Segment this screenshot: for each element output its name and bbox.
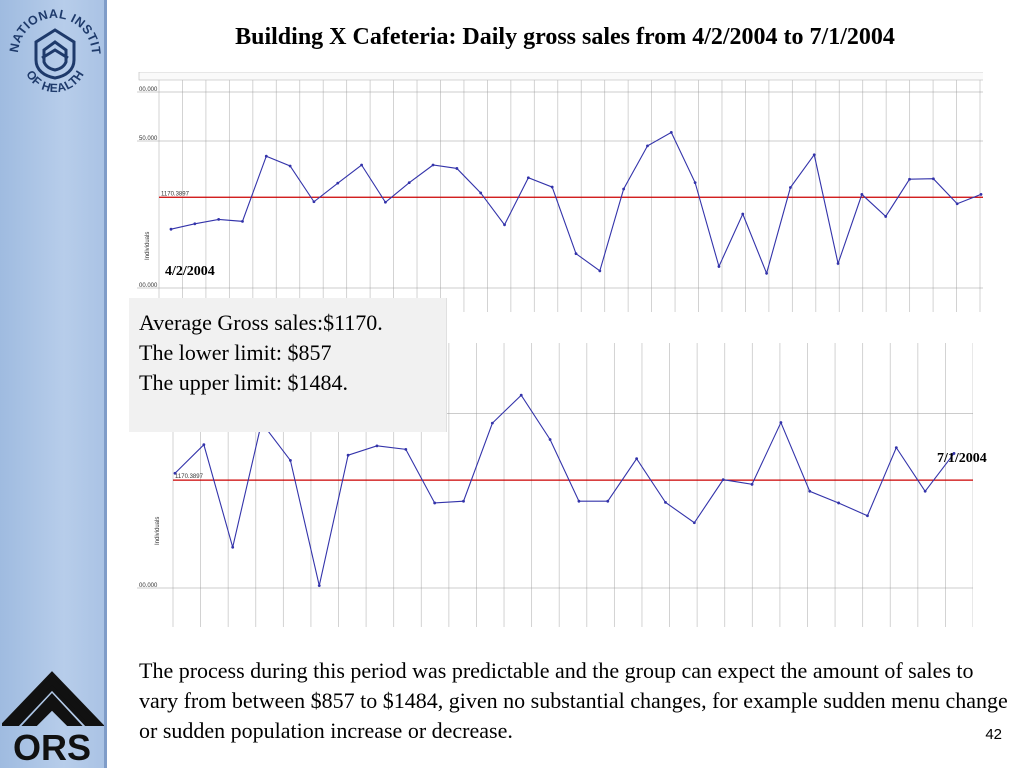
- data-point: [664, 500, 667, 504]
- y-tick-label: 00.000: [139, 283, 158, 289]
- data-point: [317, 584, 321, 588]
- data-point: [404, 447, 408, 451]
- mean-label: 1170.3897: [175, 474, 204, 480]
- data-point: [894, 446, 898, 450]
- data-point: [346, 453, 350, 457]
- data-point: [431, 163, 435, 167]
- data-point: [548, 438, 552, 441]
- data-point: [503, 223, 506, 227]
- svg-text:OF HEALTH: OF HEALTH: [23, 68, 87, 96]
- data-point: [526, 176, 530, 180]
- data-point: [455, 167, 459, 170]
- data-point: [721, 478, 725, 482]
- data-point: [765, 271, 768, 275]
- data-point: [693, 181, 697, 185]
- data-point: [908, 177, 911, 181]
- data-point: [669, 131, 673, 134]
- data-point: [490, 421, 494, 425]
- data-point: [336, 181, 340, 185]
- ors-logo: ORS: [2, 671, 104, 764]
- data-point: [750, 482, 754, 486]
- data-point: [789, 186, 792, 189]
- data-point: [360, 163, 363, 167]
- summary-box: Average Gross sales:$1170. The lower lim…: [129, 298, 447, 432]
- ors-wordmark: ORS: [13, 727, 91, 764]
- data-point: [202, 443, 206, 447]
- page-number: 42: [985, 726, 1002, 743]
- page-title: Building X Cafeteria: Daily gross sales …: [235, 24, 895, 50]
- conclusion-text: The process during this period was predi…: [139, 658, 1008, 743]
- data-point: [433, 501, 437, 505]
- data-point: [635, 457, 639, 461]
- chart-top: 00.000 50.000 00.000 Individuals 1170.3897: [137, 72, 983, 312]
- data-point: [288, 164, 292, 168]
- sidebar-edge: [104, 0, 107, 768]
- data-point: [692, 521, 696, 525]
- data-point: [550, 185, 554, 189]
- series-line: [174, 394, 955, 586]
- start-date-label: 4/2/2004: [165, 264, 215, 279]
- data-point: [979, 193, 983, 196]
- data-point: [808, 489, 812, 493]
- series-line: [170, 131, 982, 276]
- y-axis-label: Individuals: [155, 517, 161, 545]
- data-point: [598, 269, 602, 273]
- data-point: [231, 545, 235, 549]
- data-point: [836, 262, 840, 265]
- data-point: [646, 144, 649, 148]
- average-text: Average Gross sales:$1170.: [139, 310, 383, 335]
- data-point: [717, 265, 721, 268]
- table-header-band: [138, 72, 983, 81]
- data-point: [952, 452, 956, 455]
- lower-limit-text: The lower limit: $857: [139, 340, 332, 365]
- data-point: [606, 499, 610, 503]
- data-point: [812, 153, 816, 157]
- data-point: [955, 202, 959, 206]
- chart-top-svg: 00.000 50.000 00.000 Individuals 1170.3897: [137, 72, 983, 312]
- data-point: [622, 187, 626, 191]
- data-point: [462, 499, 465, 503]
- data-point: [837, 501, 840, 505]
- data-point: [866, 514, 869, 518]
- upper-limit-text: The upper limit: $1484.: [139, 370, 348, 395]
- nih-logo: NATIONAL INSTITUTES OF HEALTH: [4, 4, 103, 96]
- nih-emblem-icon: [34, 28, 76, 80]
- y-axis-label: Individuals: [145, 232, 151, 260]
- data-point: [193, 222, 197, 226]
- y-tick-label: 50.000: [139, 136, 158, 142]
- data-point: [779, 421, 783, 424]
- data-point: [407, 181, 411, 185]
- y-tick-label: 00.000: [139, 87, 158, 93]
- data-point: [173, 471, 177, 475]
- data-point: [574, 252, 578, 256]
- data-point: [931, 177, 935, 181]
- data-point: [312, 200, 316, 204]
- y-tick-label: 00.000: [139, 583, 158, 589]
- data-point: [860, 193, 864, 196]
- data-point: [289, 459, 292, 462]
- data-point: [519, 393, 523, 397]
- data-point: [741, 212, 745, 216]
- data-point: [241, 219, 244, 223]
- data-point: [375, 444, 379, 448]
- data-point: [264, 154, 268, 158]
- data-point: [577, 499, 581, 503]
- sidebar: [0, 0, 107, 768]
- data-point: [884, 215, 888, 218]
- data-point: [923, 489, 927, 493]
- data-point: [479, 191, 483, 195]
- mean-label: 1170.3897: [161, 191, 190, 197]
- ors-pyramid-icon: [2, 671, 104, 726]
- data-point: [384, 200, 387, 204]
- end-date-label: 7/1/2004: [937, 451, 987, 466]
- data-point: [217, 218, 221, 221]
- data-point: [169, 227, 173, 231]
